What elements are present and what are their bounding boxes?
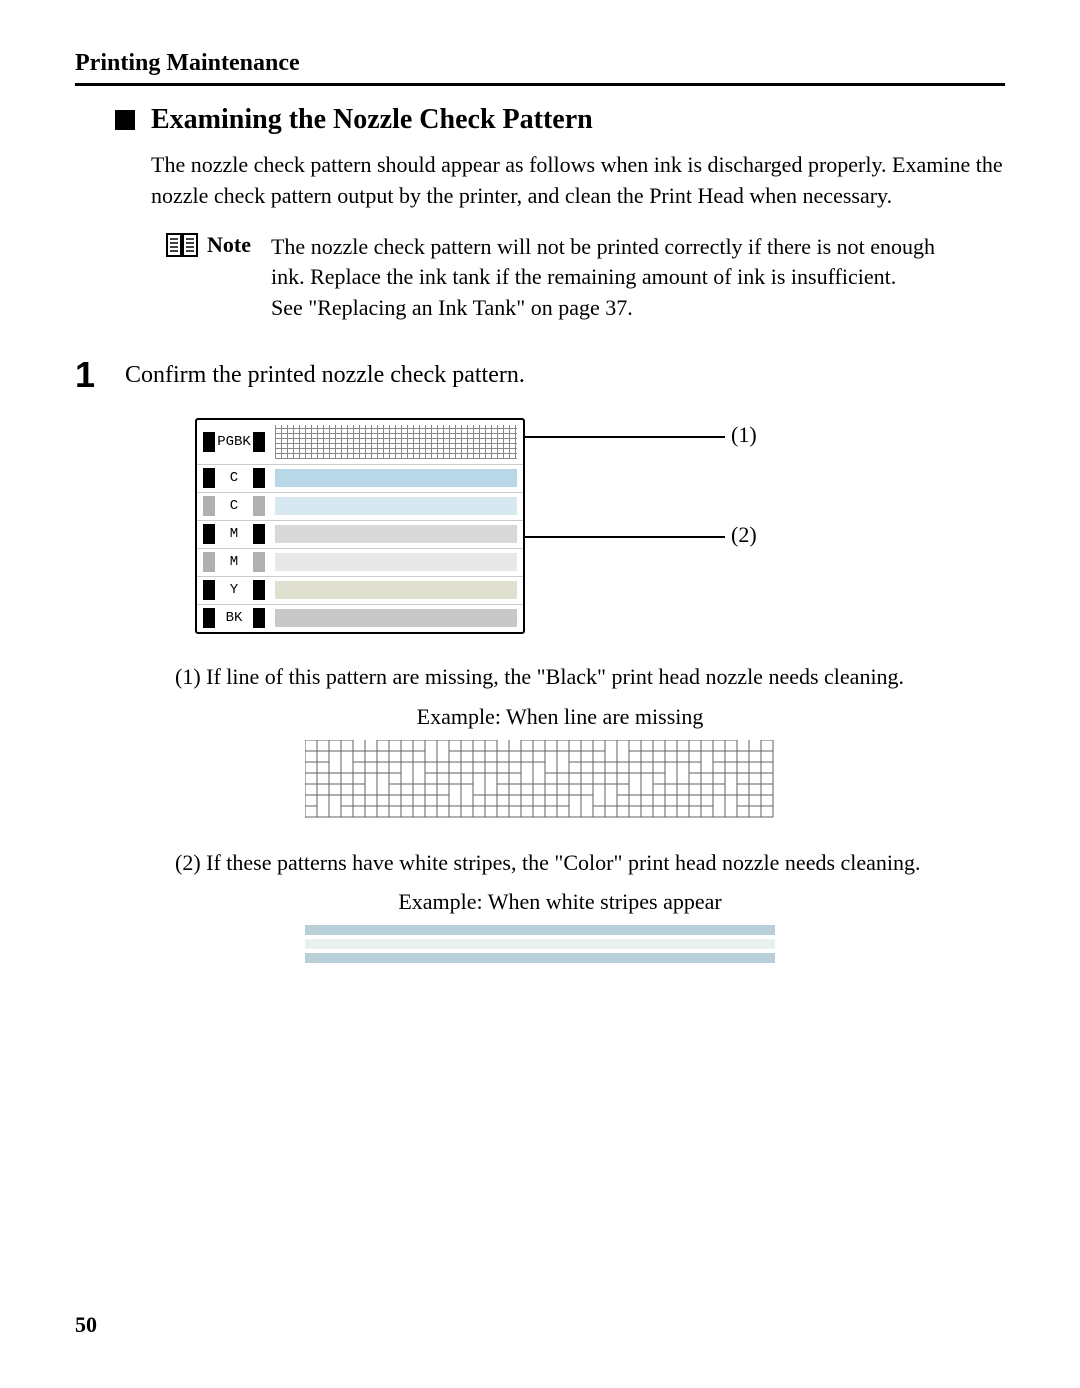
ink-chip <box>203 468 215 488</box>
ink-chip <box>203 496 215 516</box>
page-number: 50 <box>75 1312 97 1338</box>
stripe-band <box>305 925 775 935</box>
section-heading-text: Examining the Nozzle Check Pattern <box>151 104 593 136</box>
diagram-row: M <box>197 520 523 548</box>
ink-label: Y <box>215 582 253 598</box>
pattern-swatch <box>275 425 517 459</box>
note-line1: The nozzle check pattern will not be pri… <box>271 232 951 294</box>
ink-chip <box>253 432 265 452</box>
diagram-row: C <box>197 492 523 520</box>
ink-chip <box>253 552 265 572</box>
ink-chip <box>203 608 215 628</box>
example-grid-broken <box>305 740 775 822</box>
diagram-row: M <box>197 548 523 576</box>
ink-chip <box>203 552 215 572</box>
diagram-box: PGBKCCMMYBK <box>195 418 525 634</box>
example-white-stripes <box>305 925 775 963</box>
ink-chip <box>203 432 215 452</box>
ink-label: PGBK <box>215 434 253 450</box>
pattern-swatch <box>275 581 517 599</box>
note-line2: See "Replacing an Ink Tank" on page 37. <box>271 293 951 324</box>
example-label: Example: When line are missing <box>115 704 1005 730</box>
stripe-band <box>305 953 775 963</box>
ink-chip <box>253 580 265 600</box>
note-text: The nozzle check pattern will not be pri… <box>271 232 951 324</box>
callout-label: (1) <box>731 422 757 448</box>
ink-chip <box>253 524 265 544</box>
ink-label: C <box>215 470 253 486</box>
step-number: 1 <box>75 354 125 396</box>
callout-line <box>525 436 725 438</box>
diagram-callouts: (1) (2) <box>525 418 765 634</box>
pattern-swatch <box>275 553 517 571</box>
pattern-swatch <box>275 525 517 543</box>
bullet-icon <box>115 110 135 130</box>
sub-point: (1) If line of this pattern are missing,… <box>175 662 1005 692</box>
intro-paragraph: The nozzle check pattern should appear a… <box>151 150 1005 212</box>
pattern-swatch <box>275 497 517 515</box>
step-row: 1 Confirm the printed nozzle check patte… <box>75 354 1005 396</box>
page-header: Printing Maintenance <box>75 50 1005 86</box>
callout-label: (2) <box>731 522 757 548</box>
pattern-swatch <box>275 609 517 627</box>
section-heading: Examining the Nozzle Check Pattern <box>115 104 1005 136</box>
ink-label: C <box>215 498 253 514</box>
ink-chip <box>253 496 265 516</box>
diagram-row: PGBK <box>197 420 523 464</box>
note-label: Note <box>207 232 251 324</box>
diagram-row: BK <box>197 604 523 632</box>
pattern-swatch <box>275 469 517 487</box>
example-label: Example: When white stripes appear <box>115 889 1005 915</box>
step-text: Confirm the printed nozzle check pattern… <box>125 362 525 389</box>
note-block: Note The nozzle check pattern will not b… <box>165 232 1005 324</box>
ink-chip <box>253 468 265 488</box>
diagram-row: Y <box>197 576 523 604</box>
ink-label: BK <box>215 610 253 626</box>
ink-chip <box>253 608 265 628</box>
callout-line <box>525 536 725 538</box>
ink-chip <box>203 580 215 600</box>
diagram-row: C <box>197 464 523 492</box>
note-icon <box>165 232 203 260</box>
stripe-band <box>305 939 775 949</box>
ink-label: M <box>215 526 253 542</box>
ink-label: M <box>215 554 253 570</box>
nozzle-diagram: PGBKCCMMYBK (1)(2) <box>195 418 1005 634</box>
sub-point: (2) If these patterns have white stripes… <box>175 848 1005 878</box>
ink-chip <box>203 524 215 544</box>
